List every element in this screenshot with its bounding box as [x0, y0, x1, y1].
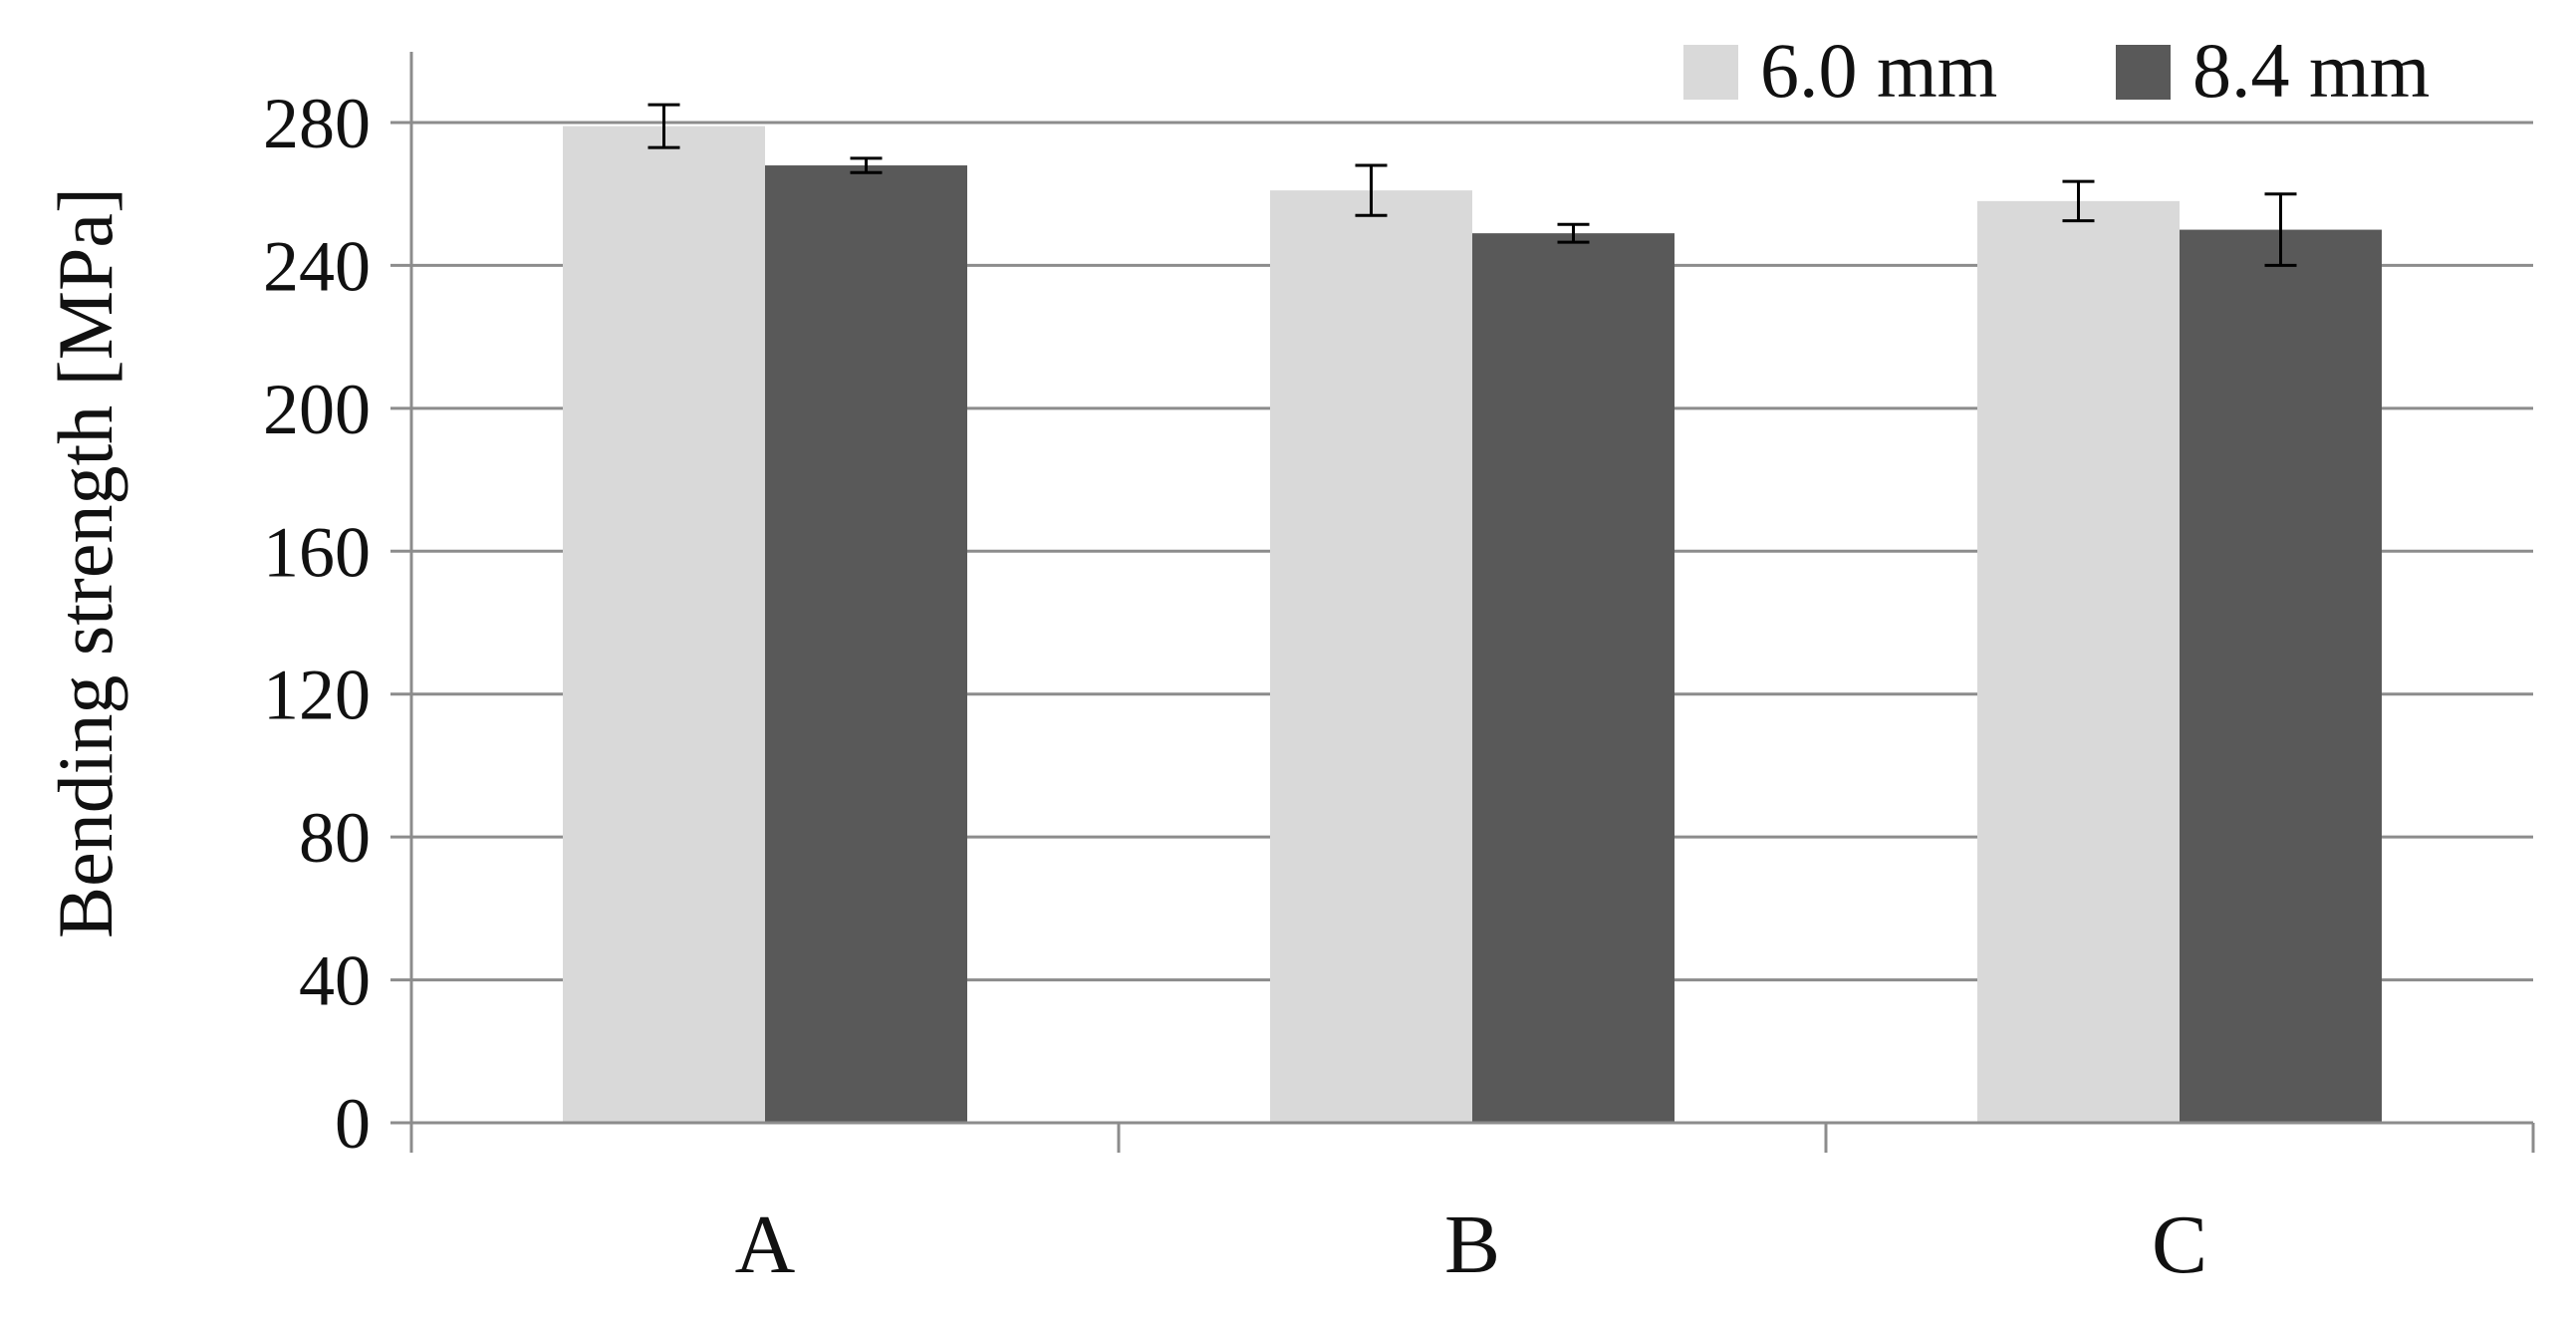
legend-swatch	[2116, 45, 2171, 100]
y-tick-label: 200	[263, 370, 371, 449]
legend-swatch	[1683, 45, 1738, 100]
legend: 6.0 mm 8.4 mm	[1683, 27, 2430, 114]
y-tick-labels: 0 40 80 120 160 200 240 280	[263, 84, 371, 1164]
y-tick-label: 160	[263, 512, 371, 592]
bar-6-0-mm-B	[1270, 190, 1472, 1124]
bar-8-4-mm-A	[765, 165, 967, 1123]
y-tick-label: 0	[335, 1084, 371, 1164]
x-tick-label: A	[735, 1198, 796, 1291]
y-tick-label: 280	[263, 84, 371, 163]
x-tick-label: C	[2152, 1198, 2207, 1291]
bar-8-4-mm-B	[1472, 233, 1674, 1123]
bar-8-4-mm-C	[2180, 229, 2382, 1124]
axes	[390, 52, 2535, 1153]
y-tick-label: 80	[299, 798, 371, 878]
x-tick-labels: A B C	[735, 1198, 2207, 1291]
y-axis-title: Bending strength [MPa]	[42, 187, 129, 938]
y-tick-label: 240	[263, 226, 371, 306]
bar-6-0-mm-A	[563, 126, 765, 1124]
x-tick-label: B	[1444, 1198, 1500, 1291]
y-tick-label: 40	[299, 941, 371, 1021]
error-bars	[647, 103, 2297, 267]
bars	[563, 126, 2382, 1124]
legend-label: 8.4 mm	[2192, 27, 2430, 114]
bar-6-0-mm-C	[1977, 200, 2180, 1123]
legend-label: 6.0 mm	[1760, 27, 1997, 114]
y-tick-label: 120	[263, 656, 371, 735]
